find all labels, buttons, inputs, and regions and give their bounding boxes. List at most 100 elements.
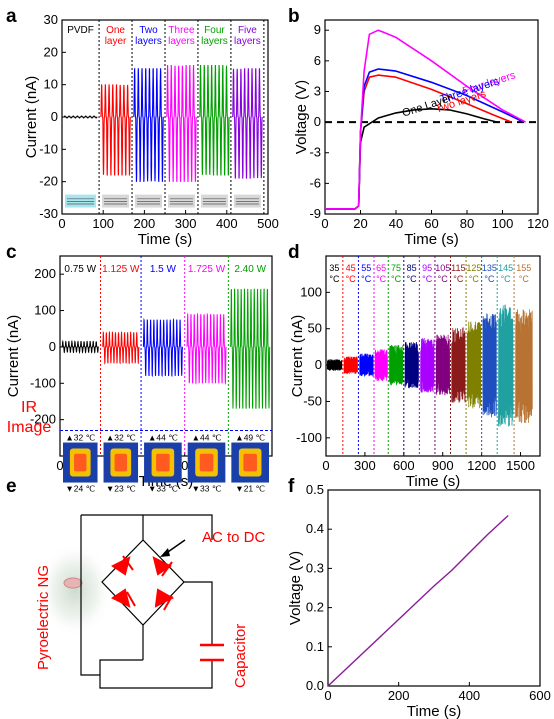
x-tick-label: 900 (432, 458, 454, 473)
ir-temp-low: ▼24 ℃ (65, 484, 95, 494)
ir-temp-low: ▼33 ℃ (192, 484, 222, 494)
y-tick-label: -3 (309, 145, 321, 160)
series-0 (61, 339, 99, 355)
y-tick-label: 0.2 (306, 600, 324, 615)
x-tick-label: 400 (458, 688, 480, 703)
segment-label: 1.5 W (150, 264, 177, 275)
x-tick-label: 1200 (467, 458, 496, 473)
y-tick-label: -30 (39, 206, 58, 221)
series-1 (100, 84, 131, 176)
rectifier-label: AC to DC (202, 529, 266, 546)
y-tick-label: -6 (309, 175, 321, 190)
x-tick-label: 300 (354, 458, 376, 473)
series-1 (102, 330, 140, 365)
segment-label: 0.75 W (64, 264, 96, 275)
y-tick-label: 0 (51, 109, 58, 124)
segment-unit: °C (519, 274, 530, 284)
series-2 (325, 68, 525, 210)
ir-hotspot-core (243, 453, 257, 472)
series-1 (343, 356, 358, 374)
segment-unit: °C (346, 274, 357, 284)
segment-label: Two (139, 25, 158, 36)
segment-label: 45 (346, 263, 356, 273)
segment-unit: °C (501, 274, 512, 284)
segment-label: layers (135, 36, 162, 47)
x-axis-label: Time (s) (406, 473, 460, 490)
series-3 (374, 349, 388, 382)
y-tick-label: 0.3 (306, 560, 324, 575)
x-tick-label: 200 (134, 216, 156, 231)
chart-a: 0 100 200 300 400 500 -30 -20 -10 0 10 20 30 Time (s)… (23, 12, 279, 248)
x-tick-label: 500 (257, 216, 279, 231)
series-11 (498, 304, 514, 427)
segment-label: layers (168, 36, 195, 47)
segment-label: 85 (407, 263, 417, 273)
x-tick-label: 0 (58, 216, 65, 231)
ir-side-label: Image (7, 419, 52, 436)
segment-label: 1.125 W (102, 264, 140, 275)
x-tick-label: 600 (393, 458, 415, 473)
segment-unit: °C (484, 274, 495, 284)
ir-side-label: IR (21, 399, 37, 416)
series-5 (404, 341, 419, 389)
ir-temp-low: ▼21 ℃ (235, 484, 265, 494)
y-axis-label: Voltage (V) (293, 80, 310, 154)
y-tick-label: 20 (44, 44, 58, 59)
wire-top (81, 514, 213, 540)
y-tick-label: -20 (39, 174, 58, 189)
x-tick-label: 0 (56, 458, 63, 473)
y-tick-label: 0.0 (306, 678, 324, 693)
y-tick-label: 50 (308, 321, 322, 336)
segment-unit: °C (422, 274, 433, 284)
plot-frame (324, 19, 539, 215)
series-0 (63, 115, 98, 119)
segment-label: Five (238, 25, 257, 36)
panel-label-e: e (6, 476, 17, 497)
x-tick-label: 0 (322, 458, 329, 473)
panel-label-f: f (288, 476, 295, 497)
x-tick-label: 300 (175, 216, 197, 231)
y-tick-label: -200 (30, 412, 56, 427)
x-tick-label: 100 (92, 216, 114, 231)
x-tick-label: 120 (527, 216, 549, 231)
segment-label: PVDF (67, 25, 94, 36)
segment-label: Three (168, 25, 195, 36)
wire-left (80, 515, 213, 689)
chart-f: 0 200 400 600 0.0 0.1 0.2 0.3 0.4 0.5 Time (s) Volt… (287, 482, 551, 719)
y-tick-label: 0.4 (306, 521, 324, 536)
y-tick-label: 0.1 (306, 639, 324, 654)
y-axis-label: Current (nA) (5, 315, 22, 398)
segment-unit: °C (329, 274, 340, 284)
x-tick-label: 80 (460, 216, 474, 231)
x-axis-label: Time (s) (407, 703, 461, 719)
segment-label: 145 (498, 263, 513, 273)
segment-unit: °C (376, 274, 387, 284)
series-label: One Layer (401, 92, 454, 119)
segment-label: Four (204, 25, 225, 36)
x-tick-label: 1500 (506, 458, 535, 473)
x-axis-label: Time (s) (404, 231, 458, 248)
panel-label-b: b (288, 6, 300, 27)
y-tick-label: 0 (314, 114, 321, 129)
segment-label: 95 (422, 263, 432, 273)
segment-label: 135 (482, 263, 497, 273)
segment-label: 65 (376, 263, 386, 273)
x-axis-label: Time (s) (138, 231, 192, 248)
segment-unit: °C (361, 274, 372, 284)
series-4 (199, 65, 230, 176)
y-tick-label: 100 (34, 303, 56, 318)
y-tick-label: 10 (44, 77, 58, 92)
y-tick-label: 9 (314, 22, 321, 37)
panel-label-c: c (6, 242, 17, 263)
segment-label: 115 (451, 263, 465, 273)
series-9 (466, 321, 482, 409)
segment-label: 155 (516, 263, 531, 273)
y-tick-label: 0 (49, 339, 56, 354)
ir-hotspot-core (114, 453, 128, 472)
segment-unit: °C (469, 274, 480, 284)
segment-label: 105 (435, 263, 450, 273)
segment-label: layers (234, 36, 261, 47)
x-tick-label: 600 (529, 688, 551, 703)
segment-label: 55 (361, 263, 371, 273)
